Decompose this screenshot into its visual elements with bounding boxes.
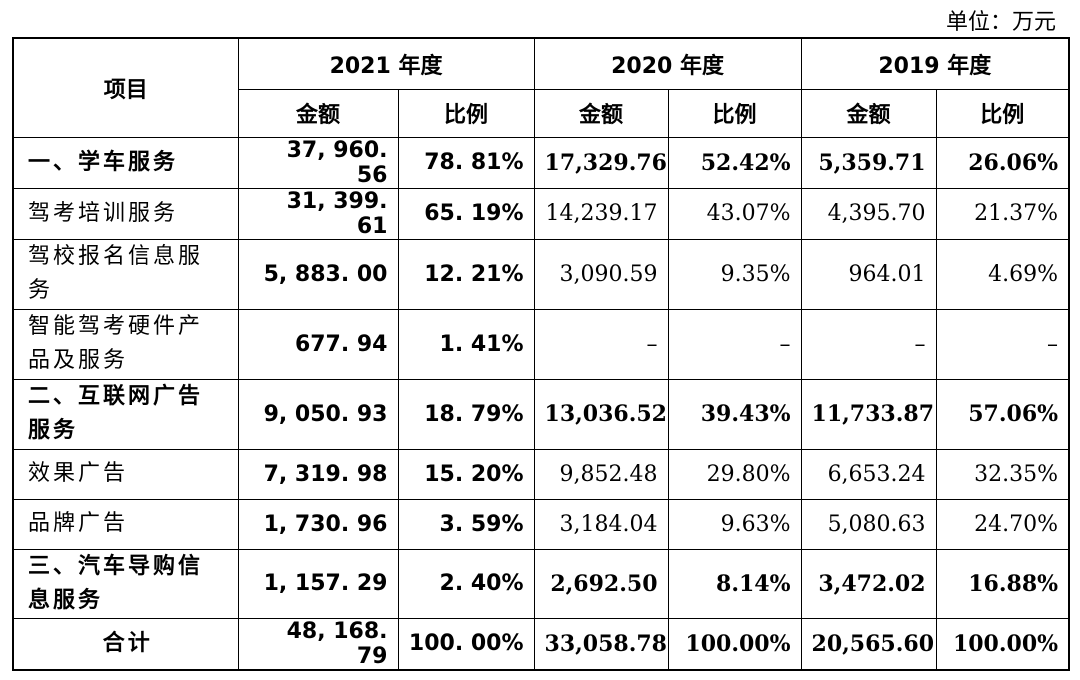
- cell-value: 677. 94: [237, 308, 399, 380]
- cell-value: 16.88%: [935, 548, 1070, 619]
- table-row: 驾校报名信息服务 5, 883. 00 12. 21% 3,090.59 9.35% 96…: [12, 238, 1070, 310]
- cell-value: 11,733.87: [800, 378, 937, 450]
- cell-value: 43.07%: [667, 187, 802, 240]
- header-column: 比例: [667, 88, 802, 138]
- cell-value: 15. 20%: [397, 448, 535, 500]
- cell-value: 18. 79%: [397, 378, 535, 450]
- header-year: 2019 年度: [800, 37, 1070, 90]
- cell-value: 9.35%: [667, 238, 802, 310]
- cell-value: 1. 41%: [397, 308, 535, 380]
- header-item: 项目: [12, 37, 239, 138]
- cell-value: –: [533, 308, 669, 380]
- header-column: 金额: [237, 88, 399, 138]
- cell-value: 20,565.60: [800, 617, 937, 670]
- cell-value: 2,692.50: [533, 548, 669, 619]
- header-column: 金额: [800, 88, 937, 138]
- cell-value: 100.00%: [935, 617, 1070, 670]
- table-row: 三、汽车导购信息服务 1, 157. 29 2. 40% 2,692.50 8.14% 3…: [12, 548, 1070, 619]
- row-label: 一、学车服务: [12, 136, 239, 189]
- cell-value: 9,852.48: [533, 448, 669, 500]
- cell-value: 8.14%: [667, 548, 802, 619]
- table-row: 智能驾考硬件产品及服务 677. 94 1. 41% – – – –: [12, 308, 1070, 380]
- cell-value: 32.35%: [935, 448, 1070, 500]
- cell-value: 5, 883. 00: [237, 238, 399, 310]
- header-column: 金额: [533, 88, 669, 138]
- header-year: 2020 年度: [533, 37, 802, 90]
- cell-value: 17,329.76: [533, 136, 669, 189]
- cell-value: 3,184.04: [533, 498, 669, 550]
- cell-value: –: [800, 308, 937, 380]
- cell-value: 100. 00%: [397, 617, 535, 670]
- header-column: 比例: [397, 88, 535, 138]
- cell-value: 964.01: [800, 238, 937, 310]
- header-column: 比例: [935, 88, 1070, 138]
- table-row: 品牌广告 1, 730. 96 3. 59% 3,184.04 9.63% 5,080.6…: [12, 498, 1070, 550]
- table-row: 二、互联网广告服务 9, 050. 93 18. 79% 13,036.52 39.43…: [12, 378, 1070, 450]
- cell-value: 14,239.17: [533, 187, 669, 240]
- cell-value: 24.70%: [935, 498, 1070, 550]
- row-label: 驾校报名信息服务: [12, 238, 239, 310]
- cell-value: 4.69%: [935, 238, 1070, 310]
- table-row: 效果广告 7, 319. 98 15. 20% 9,852.48 29.80% 6,653…: [12, 448, 1070, 500]
- cell-value: 7, 319. 98: [237, 448, 399, 500]
- revenue-table: 项目 2021 年度 2020 年度 2019 年度 金额 比例 金额 比例 金额 比例 …: [12, 37, 1071, 671]
- row-label: 合计: [12, 617, 239, 670]
- cell-value: –: [667, 308, 802, 380]
- cell-value: 9, 050. 93: [237, 378, 399, 450]
- header-year: 2021 年度: [237, 37, 535, 90]
- cell-value: 78. 81%: [397, 136, 535, 189]
- cell-value: 57.06%: [935, 378, 1070, 450]
- cell-value: 26.06%: [935, 136, 1070, 189]
- cell-value: 100.00%: [667, 617, 802, 670]
- cell-value: 12. 21%: [397, 238, 535, 310]
- table-row: 驾考培训服务 31, 399. 61 65. 19% 14,239.17 43.07% 4…: [12, 187, 1070, 240]
- table-row: 合计 48, 168. 79 100. 00% 33,058.78 100.00% 20,…: [12, 617, 1070, 670]
- cell-value: 29.80%: [667, 448, 802, 500]
- cell-value: 5,080.63: [800, 498, 937, 550]
- row-label: 三、汽车导购信息服务: [12, 548, 239, 619]
- unit-note: 单位：万元: [945, 10, 1056, 35]
- cell-value: 39.43%: [667, 378, 802, 450]
- cell-value: 37, 960. 56: [237, 136, 399, 189]
- cell-value: 3,472.02: [800, 548, 937, 619]
- table-row: 一、学车服务 37, 960. 56 78. 81% 17,329.76 52.42% 5…: [12, 136, 1070, 189]
- cell-value: 3,090.59: [533, 238, 669, 310]
- cell-value: –: [935, 308, 1070, 380]
- cell-value: 4,395.70: [800, 187, 937, 240]
- row-label: 驾考培训服务: [12, 187, 239, 240]
- row-label: 智能驾考硬件产品及服务: [12, 308, 239, 380]
- cell-value: 65. 19%: [397, 187, 535, 240]
- cell-value: 1, 730. 96: [237, 498, 399, 550]
- cell-value: 13,036.52: [533, 378, 669, 450]
- cell-value: 3. 59%: [397, 498, 535, 550]
- row-label: 二、互联网广告服务: [12, 378, 239, 450]
- cell-value: 1, 157. 29: [237, 548, 399, 619]
- cell-value: 2. 40%: [397, 548, 535, 619]
- cell-value: 21.37%: [935, 187, 1070, 240]
- cell-value: 31, 399. 61: [237, 187, 399, 240]
- cell-value: 48, 168. 79: [237, 617, 399, 670]
- cell-value: 33,058.78: [533, 617, 669, 670]
- row-label: 效果广告: [12, 448, 239, 500]
- cell-value: 52.42%: [667, 136, 802, 189]
- cell-value: 5,359.71: [800, 136, 937, 189]
- cell-value: 9.63%: [667, 498, 802, 550]
- row-label: 品牌广告: [12, 498, 239, 550]
- cell-value: 6,653.24: [800, 448, 937, 500]
